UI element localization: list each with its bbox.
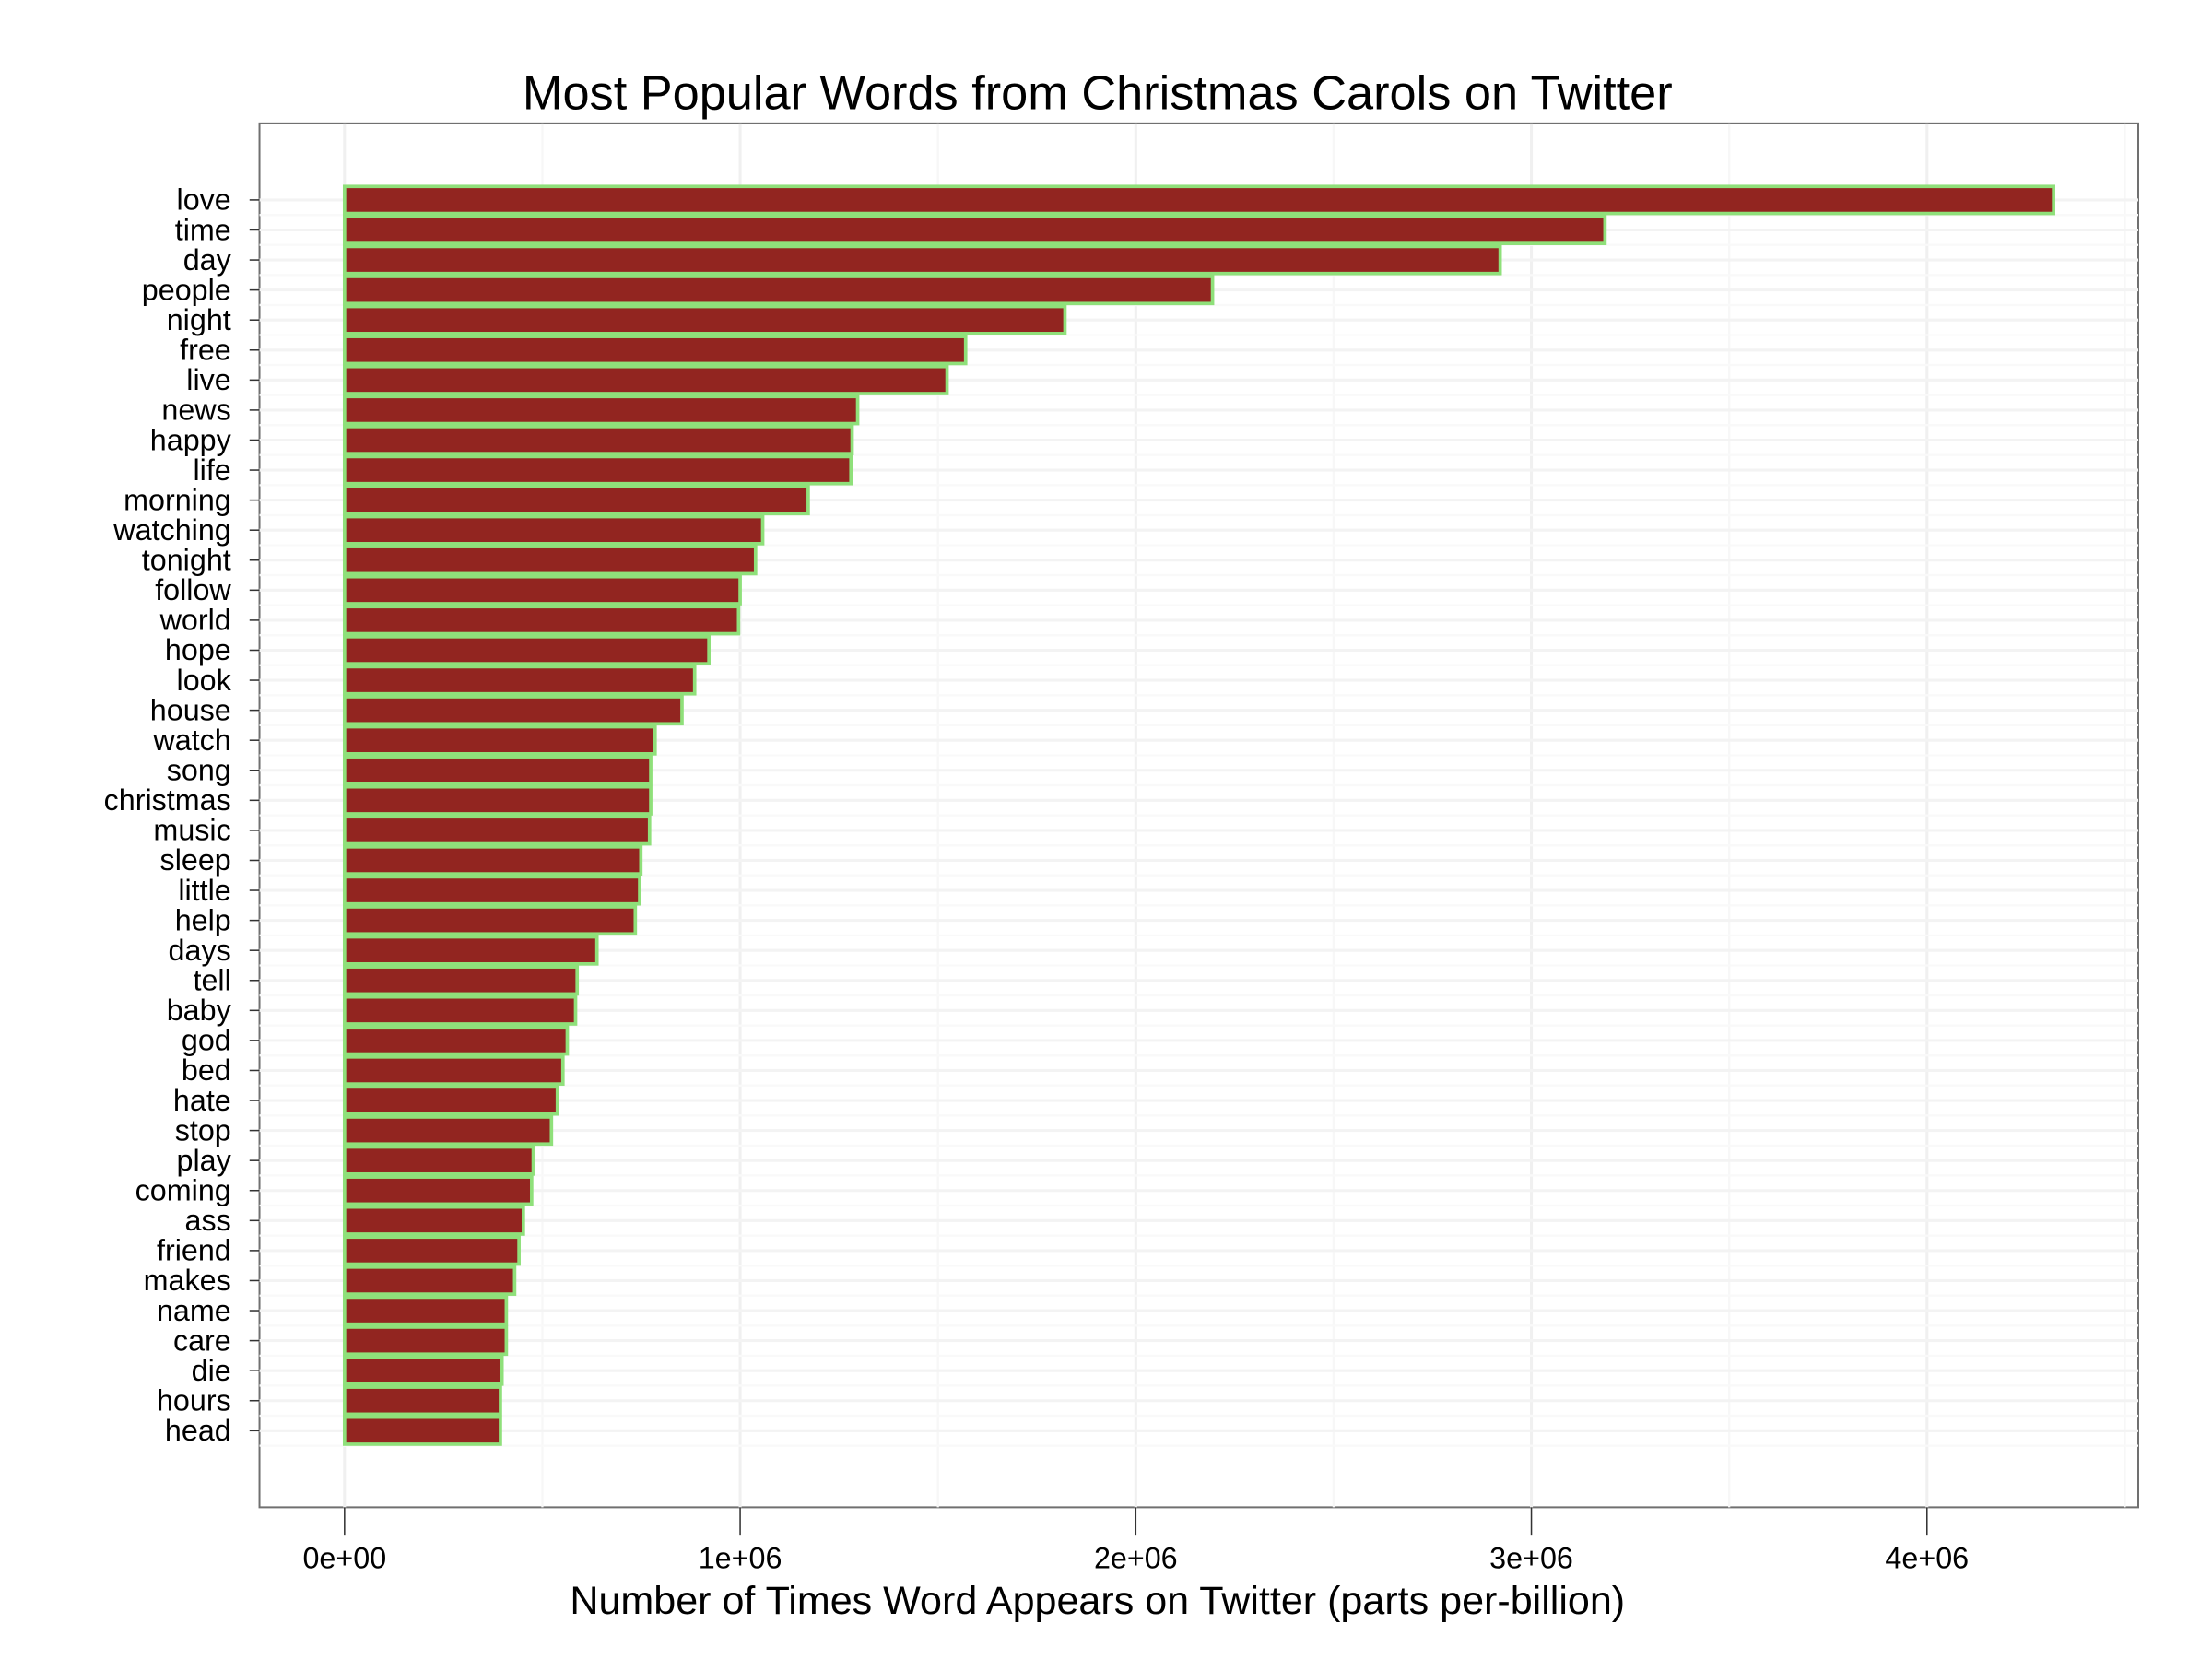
bar-watch bbox=[342, 724, 657, 756]
y-tick-label: head bbox=[165, 1414, 231, 1447]
bar-morning bbox=[342, 485, 810, 516]
y-tick-label: news bbox=[161, 394, 230, 427]
bar-night bbox=[342, 304, 1067, 335]
y-tick-label: hours bbox=[157, 1384, 231, 1418]
bar-name bbox=[342, 1295, 509, 1326]
bar-care bbox=[342, 1325, 509, 1357]
y-tick-label: night bbox=[167, 303, 231, 336]
bar-people bbox=[342, 275, 1215, 306]
bar-little bbox=[342, 875, 641, 906]
bar-song bbox=[342, 755, 653, 786]
y-tick-label: stop bbox=[175, 1113, 231, 1147]
bar-play bbox=[342, 1145, 535, 1176]
bar-help bbox=[342, 905, 638, 936]
chart-title: Most Popular Words from Christmas Carols… bbox=[523, 66, 1673, 120]
bar-makes bbox=[342, 1265, 517, 1296]
y-tick-label: look bbox=[177, 664, 232, 697]
y-tick-label: makes bbox=[144, 1264, 231, 1297]
y-tick-label: free bbox=[180, 334, 231, 367]
y-tick-label: baby bbox=[167, 994, 232, 1027]
bar-friend bbox=[342, 1235, 521, 1266]
y-tick-label: people bbox=[142, 273, 231, 306]
y-tick-label: god bbox=[182, 1024, 231, 1057]
y-tick-label: time bbox=[175, 213, 231, 246]
bar-ass bbox=[342, 1205, 525, 1236]
bar-house bbox=[342, 695, 684, 726]
bar-news bbox=[342, 394, 860, 426]
y-tick-label: christmas bbox=[104, 783, 231, 817]
y-tick-label: love bbox=[177, 183, 231, 217]
y-tick-label: morning bbox=[124, 483, 231, 516]
y-tick-label: help bbox=[175, 903, 231, 936]
bar-live bbox=[342, 364, 949, 395]
bar-sleep bbox=[342, 844, 643, 876]
bar-life bbox=[342, 454, 853, 486]
y-tick-label: world bbox=[159, 604, 231, 637]
grid-lines bbox=[259, 123, 2138, 1508]
y-tick-label: happy bbox=[150, 423, 232, 456]
x-tick-label: 2e+06 bbox=[1094, 1542, 1178, 1575]
bar-free bbox=[342, 335, 968, 366]
bar-tell bbox=[342, 965, 580, 996]
y-tick-label: ass bbox=[185, 1204, 231, 1237]
y-tick-label: watch bbox=[152, 724, 230, 757]
x-axis-label: Number of Times Word Appears on Twitter … bbox=[570, 1579, 1625, 1623]
bar-god bbox=[342, 1025, 570, 1056]
bar-look bbox=[342, 665, 697, 696]
bar-hate bbox=[342, 1085, 559, 1116]
y-tick-label: live bbox=[186, 363, 230, 396]
bar-follow bbox=[342, 574, 742, 606]
bar-bed bbox=[342, 1054, 565, 1086]
y-tick-label: house bbox=[150, 693, 231, 726]
y-tick-label: tonight bbox=[142, 544, 231, 577]
bar-tonight bbox=[342, 545, 758, 576]
x-tick-label: 0e+00 bbox=[302, 1542, 386, 1575]
y-axis-labels: lovetimedaypeoplenightfreelivenewshappyl… bbox=[104, 183, 260, 1447]
y-tick-label: life bbox=[193, 453, 230, 487]
bar-watching bbox=[342, 514, 765, 546]
y-tick-label: sleep bbox=[160, 843, 231, 877]
bar-stop bbox=[342, 1115, 554, 1147]
y-tick-label: music bbox=[153, 814, 230, 847]
bar-hope bbox=[342, 634, 712, 665]
bar-head bbox=[342, 1415, 502, 1446]
bar-love bbox=[342, 184, 2055, 216]
y-tick-label: day bbox=[183, 243, 232, 276]
bar-coming bbox=[342, 1175, 534, 1206]
y-tick-label: die bbox=[192, 1354, 231, 1387]
y-tick-label: play bbox=[177, 1144, 232, 1177]
bar-days bbox=[342, 935, 599, 966]
y-tick-label: days bbox=[169, 934, 231, 967]
bar-happy bbox=[342, 424, 854, 455]
x-axis-ticks: 0e+00 1e+06 2e+06 3e+06 4e+06 bbox=[302, 1507, 1969, 1575]
y-tick-label: hope bbox=[165, 633, 231, 666]
bar-christmas bbox=[342, 784, 653, 816]
y-tick-label: coming bbox=[135, 1174, 231, 1207]
y-tick-label: care bbox=[173, 1324, 231, 1357]
bar-day bbox=[342, 244, 1502, 276]
x-tick-label: 3e+06 bbox=[1489, 1542, 1573, 1575]
bar-hours bbox=[342, 1385, 502, 1417]
y-tick-label: hate bbox=[173, 1084, 231, 1117]
y-tick-label: friend bbox=[157, 1234, 231, 1267]
y-tick-label: bed bbox=[182, 1053, 231, 1087]
y-tick-label: song bbox=[167, 754, 231, 787]
y-tick-label: follow bbox=[155, 573, 231, 606]
y-tick-label: tell bbox=[193, 964, 230, 997]
x-tick-label: 1e+06 bbox=[699, 1542, 782, 1575]
bar-time bbox=[342, 214, 1607, 245]
bar-music bbox=[342, 815, 652, 846]
bar-die bbox=[342, 1355, 504, 1386]
bar-baby bbox=[342, 994, 578, 1026]
y-tick-label: name bbox=[157, 1294, 231, 1327]
x-tick-label: 4e+06 bbox=[1885, 1542, 1969, 1575]
y-tick-label: little bbox=[178, 874, 230, 907]
y-tick-label: watching bbox=[112, 513, 230, 547]
bar-world bbox=[342, 605, 741, 636]
bars bbox=[342, 184, 2055, 1446]
